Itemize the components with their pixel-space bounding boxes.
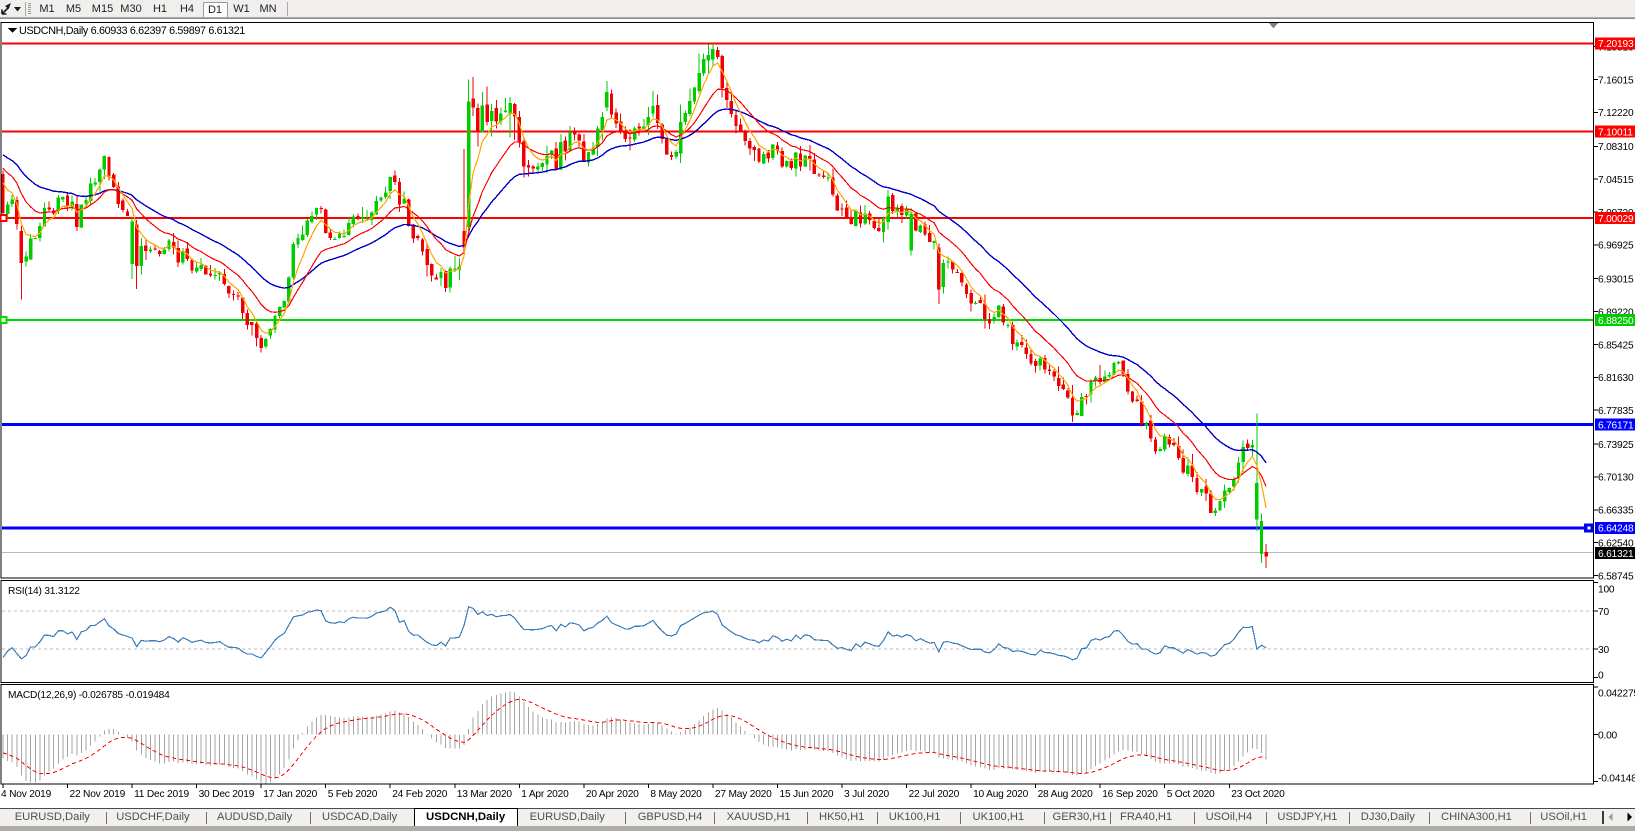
svg-text:6.64248: 6.64248 <box>1598 524 1634 535</box>
svg-text:17 Jan 2020: 17 Jan 2020 <box>263 789 317 800</box>
svg-text:6.96925: 6.96925 <box>1598 241 1634 252</box>
svg-text:7.10011: 7.10011 <box>1598 127 1633 138</box>
svg-text:6.93015: 6.93015 <box>1598 275 1634 286</box>
svg-text:1 Apr 2020: 1 Apr 2020 <box>521 789 569 800</box>
svg-text:5 Feb 2020: 5 Feb 2020 <box>328 789 378 800</box>
svg-text:6.77835: 6.77835 <box>1598 406 1634 417</box>
svg-text:6.81630: 6.81630 <box>1598 373 1634 384</box>
svg-text:13 Mar 2020: 13 Mar 2020 <box>457 789 513 800</box>
svg-text:4 Nov 2019: 4 Nov 2019 <box>1 789 52 800</box>
svg-text:28 Aug 2020: 28 Aug 2020 <box>1038 789 1094 800</box>
svg-text:7.20193: 7.20193 <box>1598 39 1634 50</box>
svg-text:8 May 2020: 8 May 2020 <box>650 789 702 800</box>
svg-text:6.88250: 6.88250 <box>1598 316 1634 327</box>
svg-text:0.042275: 0.042275 <box>1598 688 1635 699</box>
svg-text:5 Oct 2020: 5 Oct 2020 <box>1167 789 1215 800</box>
svg-text:7.04515: 7.04515 <box>1598 175 1634 186</box>
svg-text:27 May 2020: 27 May 2020 <box>715 789 772 800</box>
svg-text:22 Jul 2020: 22 Jul 2020 <box>909 789 960 800</box>
svg-text:23 Oct 2020: 23 Oct 2020 <box>1231 789 1285 800</box>
svg-text:3 Jul 2020: 3 Jul 2020 <box>844 789 890 800</box>
svg-text:6.61321: 6.61321 <box>1598 549 1634 560</box>
svg-text:-0.04148: -0.04148 <box>1598 773 1635 784</box>
svg-text:11 Dec 2019: 11 Dec 2019 <box>134 789 189 800</box>
svg-text:70: 70 <box>1598 607 1609 618</box>
svg-text:24 Feb 2020: 24 Feb 2020 <box>392 789 448 800</box>
svg-text:30 Dec 2019: 30 Dec 2019 <box>199 789 255 800</box>
svg-text:10 Aug 2020: 10 Aug 2020 <box>973 789 1029 800</box>
svg-text:6.76171: 6.76171 <box>1598 420 1634 431</box>
svg-text:100: 100 <box>1598 585 1615 596</box>
svg-text:15 Jun 2020: 15 Jun 2020 <box>780 789 834 800</box>
svg-text:20 Apr 2020: 20 Apr 2020 <box>586 789 639 800</box>
svg-text:6.62540: 6.62540 <box>1598 538 1634 549</box>
svg-text:22 Nov 2019: 22 Nov 2019 <box>70 789 126 800</box>
svg-text:RSI(14) 31.3122: RSI(14) 31.3122 <box>8 586 80 597</box>
svg-text:7.00029: 7.00029 <box>1598 214 1634 225</box>
svg-text:6.89220: 6.89220 <box>1598 307 1634 318</box>
svg-text:30: 30 <box>1598 645 1609 656</box>
svg-text:7.12220: 7.12220 <box>1598 108 1634 119</box>
svg-text:6.58745: 6.58745 <box>1598 571 1634 582</box>
svg-text:MACD(12,26,9) -0.026785 -0.019: MACD(12,26,9) -0.026785 -0.019484 <box>8 690 170 701</box>
svg-text:16 Sep 2020: 16 Sep 2020 <box>1102 789 1158 800</box>
svg-text:0.00: 0.00 <box>1598 730 1618 741</box>
svg-text:7.16015: 7.16015 <box>1598 75 1634 86</box>
svg-text:USDCNH,Daily 6.60933 6.62397: USDCNH,Daily 6.60933 6.62397 6.59897 6.6… <box>19 25 245 37</box>
svg-text:0: 0 <box>1598 670 1604 681</box>
svg-text:7.08310: 7.08310 <box>1598 142 1634 153</box>
svg-text:6.85425: 6.85425 <box>1598 340 1634 351</box>
svg-text:6.70130: 6.70130 <box>1598 473 1634 484</box>
svg-text:6.66335: 6.66335 <box>1598 506 1634 517</box>
svg-text:6.73925: 6.73925 <box>1598 440 1634 451</box>
